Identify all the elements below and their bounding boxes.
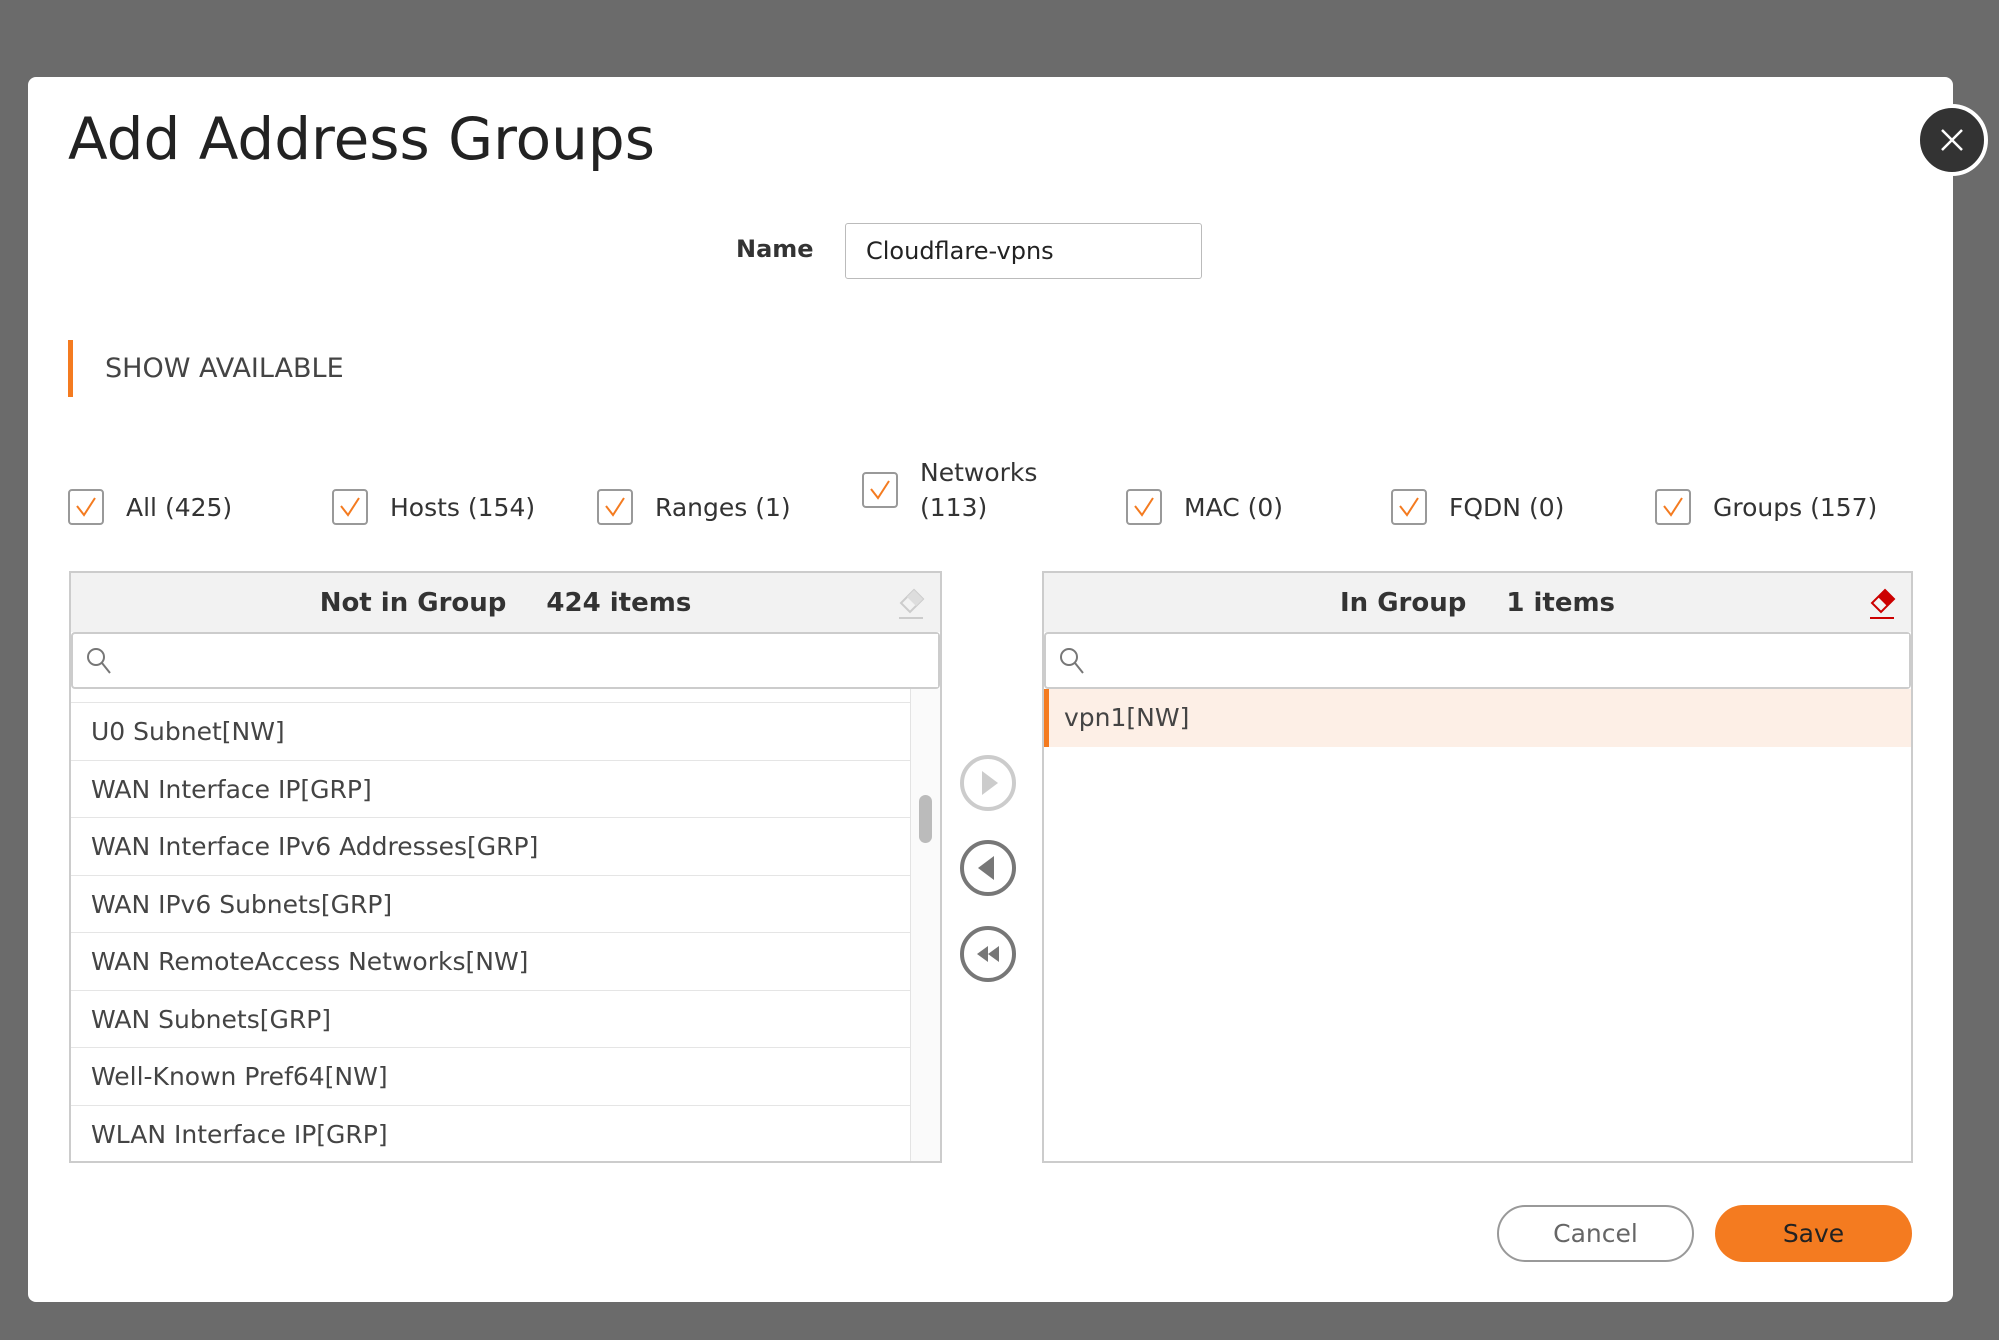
list-item[interactable]: U0 Subnet[NW] — [71, 703, 910, 761]
filter-label-text: All (425) — [126, 492, 233, 522]
clear-eraser-icon[interactable] — [1867, 587, 1897, 628]
checkbox-check-icon[interactable] — [68, 489, 104, 525]
filter-checkbox[interactable]: Ranges (1) — [597, 489, 791, 525]
list-item[interactable]: WAN Interface IP[GRP] — [71, 761, 910, 818]
list-item[interactable]: WAN Interface IPv6 Addresses[GRP] — [71, 818, 910, 876]
list-item[interactable]: WLAN Interface IP[GRP] — [71, 1106, 910, 1162]
filter-label: MAC (0) — [1184, 490, 1283, 525]
filter-label-text: Ranges (1) — [655, 492, 791, 522]
clear-eraser-icon[interactable] — [896, 587, 926, 628]
in-group-search[interactable] — [1044, 632, 1911, 689]
in-group-search-input[interactable] — [1096, 634, 1909, 687]
add-address-groups-dialog: Add Address Groups Name SHOW AVAILABLE A… — [28, 77, 1953, 1302]
not-in-group-list: U0 Subnet[NW] WAN Interface IP[GRP] WAN In… — [71, 689, 940, 1161]
add-to-group-button[interactable] — [958, 753, 1018, 813]
checkbox-check-icon[interactable] — [597, 489, 633, 525]
filter-label: FQDN (0) — [1449, 490, 1564, 525]
filter-label-text: FQDN (0) — [1449, 492, 1565, 522]
search-icon — [1060, 647, 1084, 674]
name-input[interactable] — [845, 223, 1202, 279]
not-in-group-header: Not in Group 424 items — [71, 573, 940, 632]
filter-checkbox[interactable]: MAC (0) — [1126, 489, 1283, 525]
filter-label-text: Hosts (154) — [390, 492, 536, 522]
dialog-title: Add Address Groups — [68, 105, 655, 173]
in-group-title: In Group — [1339, 587, 1467, 618]
filter-label: Groups (157) — [1713, 490, 1877, 525]
checkbox-check-icon[interactable] — [332, 489, 368, 525]
close-button[interactable] — [1916, 104, 1988, 176]
filter-label: Ranges (1) — [655, 490, 791, 525]
not-in-group-title: Not in Group — [319, 587, 507, 618]
remove-from-group-button[interactable] — [958, 838, 1018, 898]
filter-checkbox[interactable]: Hosts (154) — [332, 489, 535, 525]
filter-label: All (425) — [126, 490, 232, 525]
in-group-panel: In Group 1 items vpn1[NW] — [1042, 571, 1913, 1163]
not-in-group-search[interactable] — [71, 632, 940, 689]
filter-checkbox[interactable]: FQDN (0) — [1391, 489, 1564, 525]
list-item[interactable]: WAN RemoteAccess Networks[NW] — [71, 933, 910, 991]
in-group-list: vpn1[NW] — [1044, 689, 1911, 1161]
not-in-group-panel: Not in Group 424 items U0 Subnet[NW] WAN … — [69, 571, 942, 1163]
scrollbar[interactable] — [910, 689, 940, 1161]
filter-label-text: Groups (157) — [1713, 492, 1878, 522]
close-icon — [1941, 129, 1963, 151]
filter-checkbox[interactable]: Networks (113) — [862, 455, 1037, 525]
checkbox-check-icon[interactable] — [1391, 489, 1427, 525]
not-in-group-count: 424 items — [546, 587, 692, 618]
not-in-group-search-input[interactable] — [123, 634, 938, 687]
filter-label: Hosts (154) — [390, 490, 535, 525]
checkbox-check-icon[interactable] — [1655, 489, 1691, 525]
name-label: Name — [736, 235, 814, 263]
search-icon — [87, 647, 111, 674]
in-group-count: 1 items — [1506, 587, 1616, 618]
checkbox-check-icon[interactable] — [1126, 489, 1162, 525]
checkbox-check-icon[interactable] — [862, 472, 898, 508]
filter-checkbox[interactable]: All (425) — [68, 489, 232, 525]
list-item[interactable]: vpn1[NW] — [1044, 689, 1911, 747]
list-item[interactable]: Well-Known Pref64[NW] — [71, 1048, 910, 1106]
filter-label: Networks (113) — [920, 455, 1037, 525]
save-button[interactable]: Save — [1715, 1205, 1912, 1262]
in-group-header: In Group 1 items — [1044, 573, 1911, 632]
scrollbar-thumb[interactable] — [919, 795, 932, 843]
filter-label-text: Networks — [920, 458, 1038, 487]
list-item[interactable]: WAN Subnets[GRP] — [71, 991, 910, 1048]
filter-label-count: (113) — [920, 493, 988, 522]
show-available-heading: SHOW AVAILABLE — [68, 340, 344, 397]
remove-all-button[interactable] — [958, 924, 1018, 984]
list-item[interactable]: WAN IPv6 Subnets[GRP] — [71, 876, 910, 933]
cancel-button[interactable]: Cancel — [1497, 1205, 1694, 1262]
filter-checkbox[interactable]: Groups (157) — [1655, 489, 1877, 525]
filter-label-text: MAC (0) — [1184, 492, 1284, 522]
